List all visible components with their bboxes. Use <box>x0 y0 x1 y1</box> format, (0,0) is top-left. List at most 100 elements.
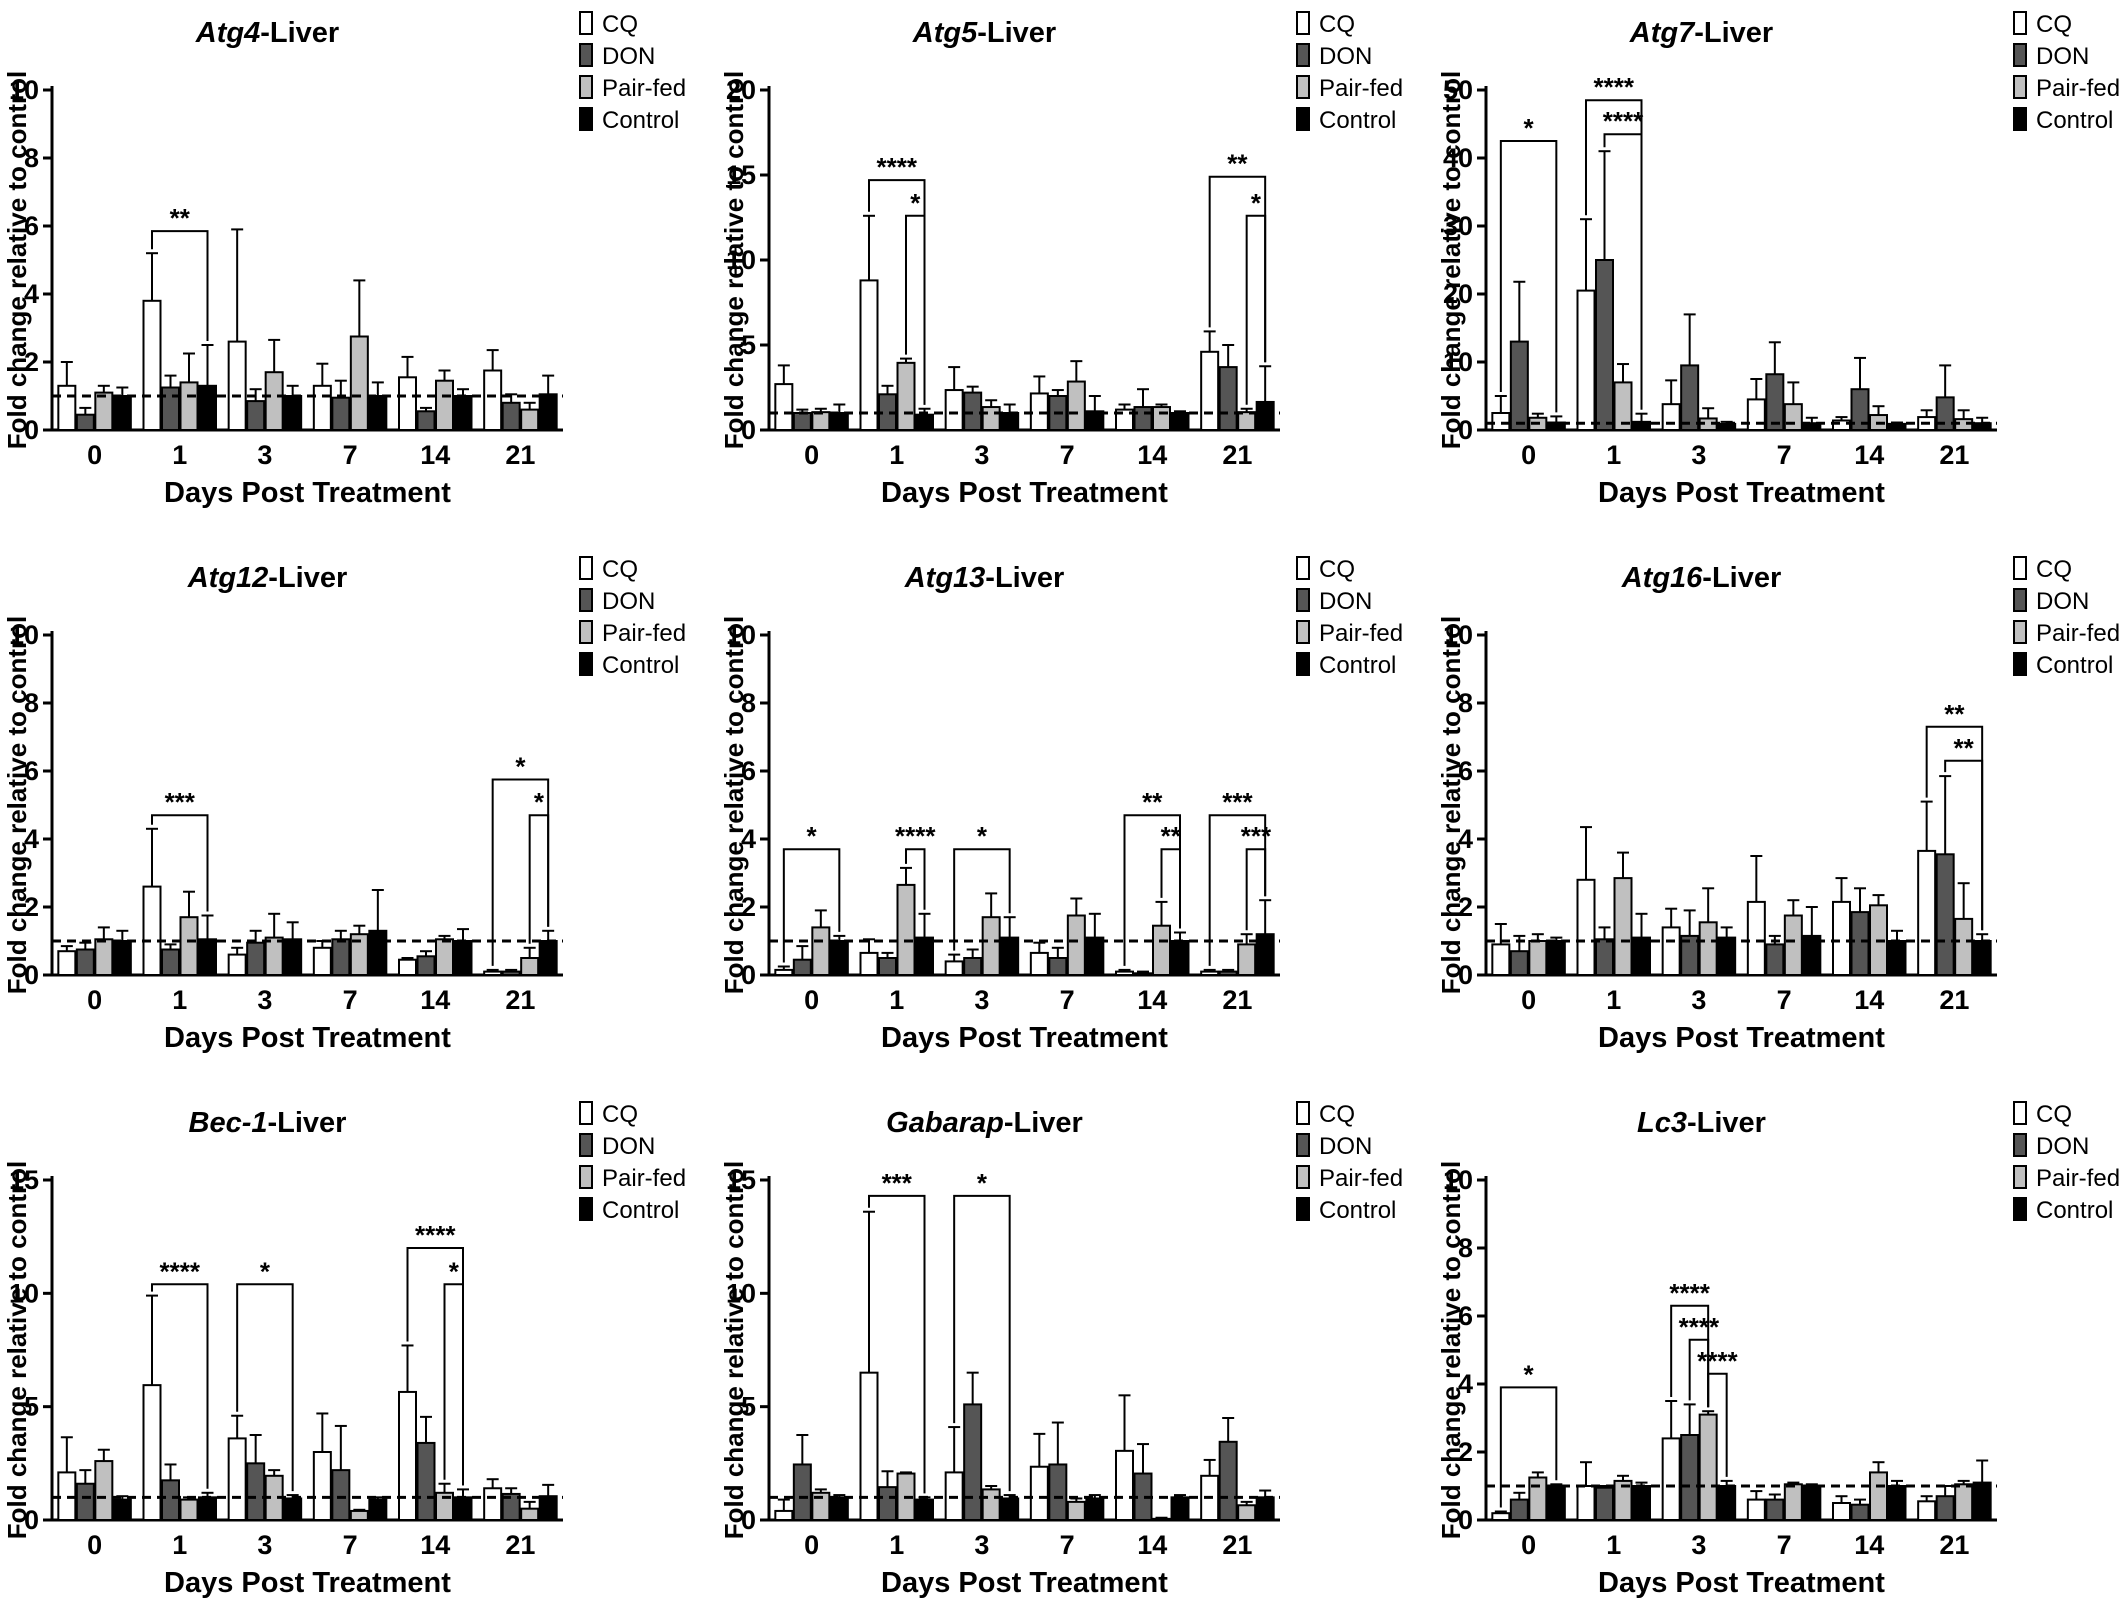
x-tick-label: 7 <box>1777 440 1792 470</box>
x-tick-label: 21 <box>1222 985 1252 1015</box>
bar-control <box>538 940 558 976</box>
bar-control <box>112 940 132 976</box>
legend-swatch-don <box>579 43 593 67</box>
bar-don <box>1850 911 1870 977</box>
bar-control <box>915 1498 934 1522</box>
y-tick-label: 30 <box>1443 211 1473 241</box>
x-tick-label: 0 <box>87 1530 102 1560</box>
significance-bracket <box>151 1283 209 1489</box>
x-tick-label: 7 <box>1060 1530 1075 1560</box>
y-tick-label: 8 <box>741 688 756 718</box>
legend-label: Pair-fed <box>602 620 686 647</box>
legend-swatch-pair-fed <box>579 620 593 644</box>
x-tick-label: 1 <box>1606 440 1621 470</box>
bar-don <box>878 1486 897 1521</box>
bar-don <box>161 948 180 976</box>
legend-swatch-pair-fed <box>1296 620 1310 644</box>
x-tick-label: 0 <box>804 440 819 470</box>
bar-pair-fed <box>1954 917 1974 976</box>
y-tick-label: 10 <box>1443 1165 1473 1195</box>
legend-swatch-control <box>2013 1197 2027 1221</box>
legend-label: DON <box>2036 1133 2089 1160</box>
bar-pair-fed <box>811 1491 831 1521</box>
bar-don <box>75 948 95 976</box>
y-tick-label: 0 <box>24 960 39 990</box>
y-tick-label: 4 <box>24 279 39 309</box>
legend-swatch-cq <box>1296 1101 1310 1125</box>
y-tick-label: 2 <box>1458 1437 1473 1467</box>
legend-label: CQ <box>2036 556 2072 583</box>
legend-label: CQ <box>1319 556 1355 583</box>
x-tick-label: 14 <box>1854 440 1884 470</box>
panel-title: Lc3-Liver <box>1637 1107 1766 1139</box>
bar-pair-fed <box>981 916 1001 977</box>
bar-control <box>1000 1497 1020 1522</box>
title-suffix: -Liver <box>260 17 339 49</box>
significance-label: * <box>977 821 988 851</box>
bar-cq <box>483 369 503 431</box>
legend-label: CQ <box>1319 1101 1355 1128</box>
bar-cq <box>227 1437 247 1521</box>
legend-label: DON <box>602 588 655 615</box>
legend-swatch-cq <box>2013 1101 2027 1125</box>
significance-label: * <box>449 1256 460 1286</box>
legend-label: CQ <box>602 1101 638 1128</box>
legend-label: DON <box>1319 43 1372 70</box>
legend-label: Pair-fed <box>1319 1165 1403 1192</box>
bar-cq <box>1576 1485 1596 1521</box>
bar-cq <box>774 383 794 432</box>
title-suffix: -Liver <box>1004 1107 1083 1139</box>
bar-pair-fed <box>264 936 284 977</box>
legend-label: Control <box>1319 652 1396 679</box>
x-tick-label: 14 <box>1137 985 1167 1015</box>
bar-don <box>246 1462 266 1522</box>
bar-cq <box>859 279 879 431</box>
bar-don <box>331 938 351 976</box>
x-tick-label: 0 <box>804 1530 819 1560</box>
y-tick-label: 8 <box>1458 688 1473 718</box>
bar-don <box>792 412 812 431</box>
y-tick-label: 50 <box>1443 75 1473 105</box>
x-tick-label: 3 <box>257 1530 272 1560</box>
bar-cq <box>142 299 162 431</box>
bar-don <box>1765 373 1785 431</box>
bar-pair-fed <box>349 1509 369 1521</box>
bar-cq <box>1491 1512 1511 1522</box>
significance-bracket <box>443 1283 464 1486</box>
bar-don <box>501 970 521 977</box>
significance-bracket <box>953 848 1011 951</box>
significance-label: * <box>1251 188 1262 218</box>
y-tick-label: 0 <box>741 415 756 445</box>
legend-swatch-control <box>2013 107 2027 131</box>
y-tick-label: 4 <box>1458 1369 1473 1399</box>
significance-bracket <box>905 848 926 910</box>
bar-control <box>1085 936 1105 977</box>
bar-don <box>246 941 266 977</box>
bar-control <box>829 940 849 976</box>
bar-don <box>161 1479 180 1522</box>
bar-control <box>1546 1485 1566 1521</box>
bar-control <box>198 1496 217 1522</box>
bar-pair-fed <box>349 335 369 431</box>
significance-label: ** <box>1954 733 1975 763</box>
bar-control <box>283 938 303 976</box>
bar-cq <box>944 389 964 431</box>
legend-label: CQ <box>2036 1101 2072 1128</box>
bar-don <box>1048 1463 1068 1522</box>
significance-label: ** <box>1161 821 1182 851</box>
y-tick-label: 0 <box>1458 960 1473 990</box>
x-tick-label: 3 <box>257 985 272 1015</box>
bar-pair-fed <box>1783 914 1803 976</box>
bar-pair-fed <box>435 379 454 432</box>
significance-label: * <box>1524 113 1535 143</box>
bar-pair-fed <box>1528 1476 1548 1521</box>
bar-pair-fed <box>1152 1517 1171 1522</box>
x-tick-label: 21 <box>505 440 535 470</box>
significance-label: * <box>910 188 921 218</box>
title-suffix: -Liver <box>1694 17 1773 49</box>
legend-swatch-don <box>1296 588 1310 612</box>
bar-control <box>538 393 558 431</box>
bar-control <box>198 384 217 431</box>
y-axis-title: Fold change relative to control <box>1436 1161 1466 1540</box>
legend-label: Control <box>2036 107 2113 134</box>
